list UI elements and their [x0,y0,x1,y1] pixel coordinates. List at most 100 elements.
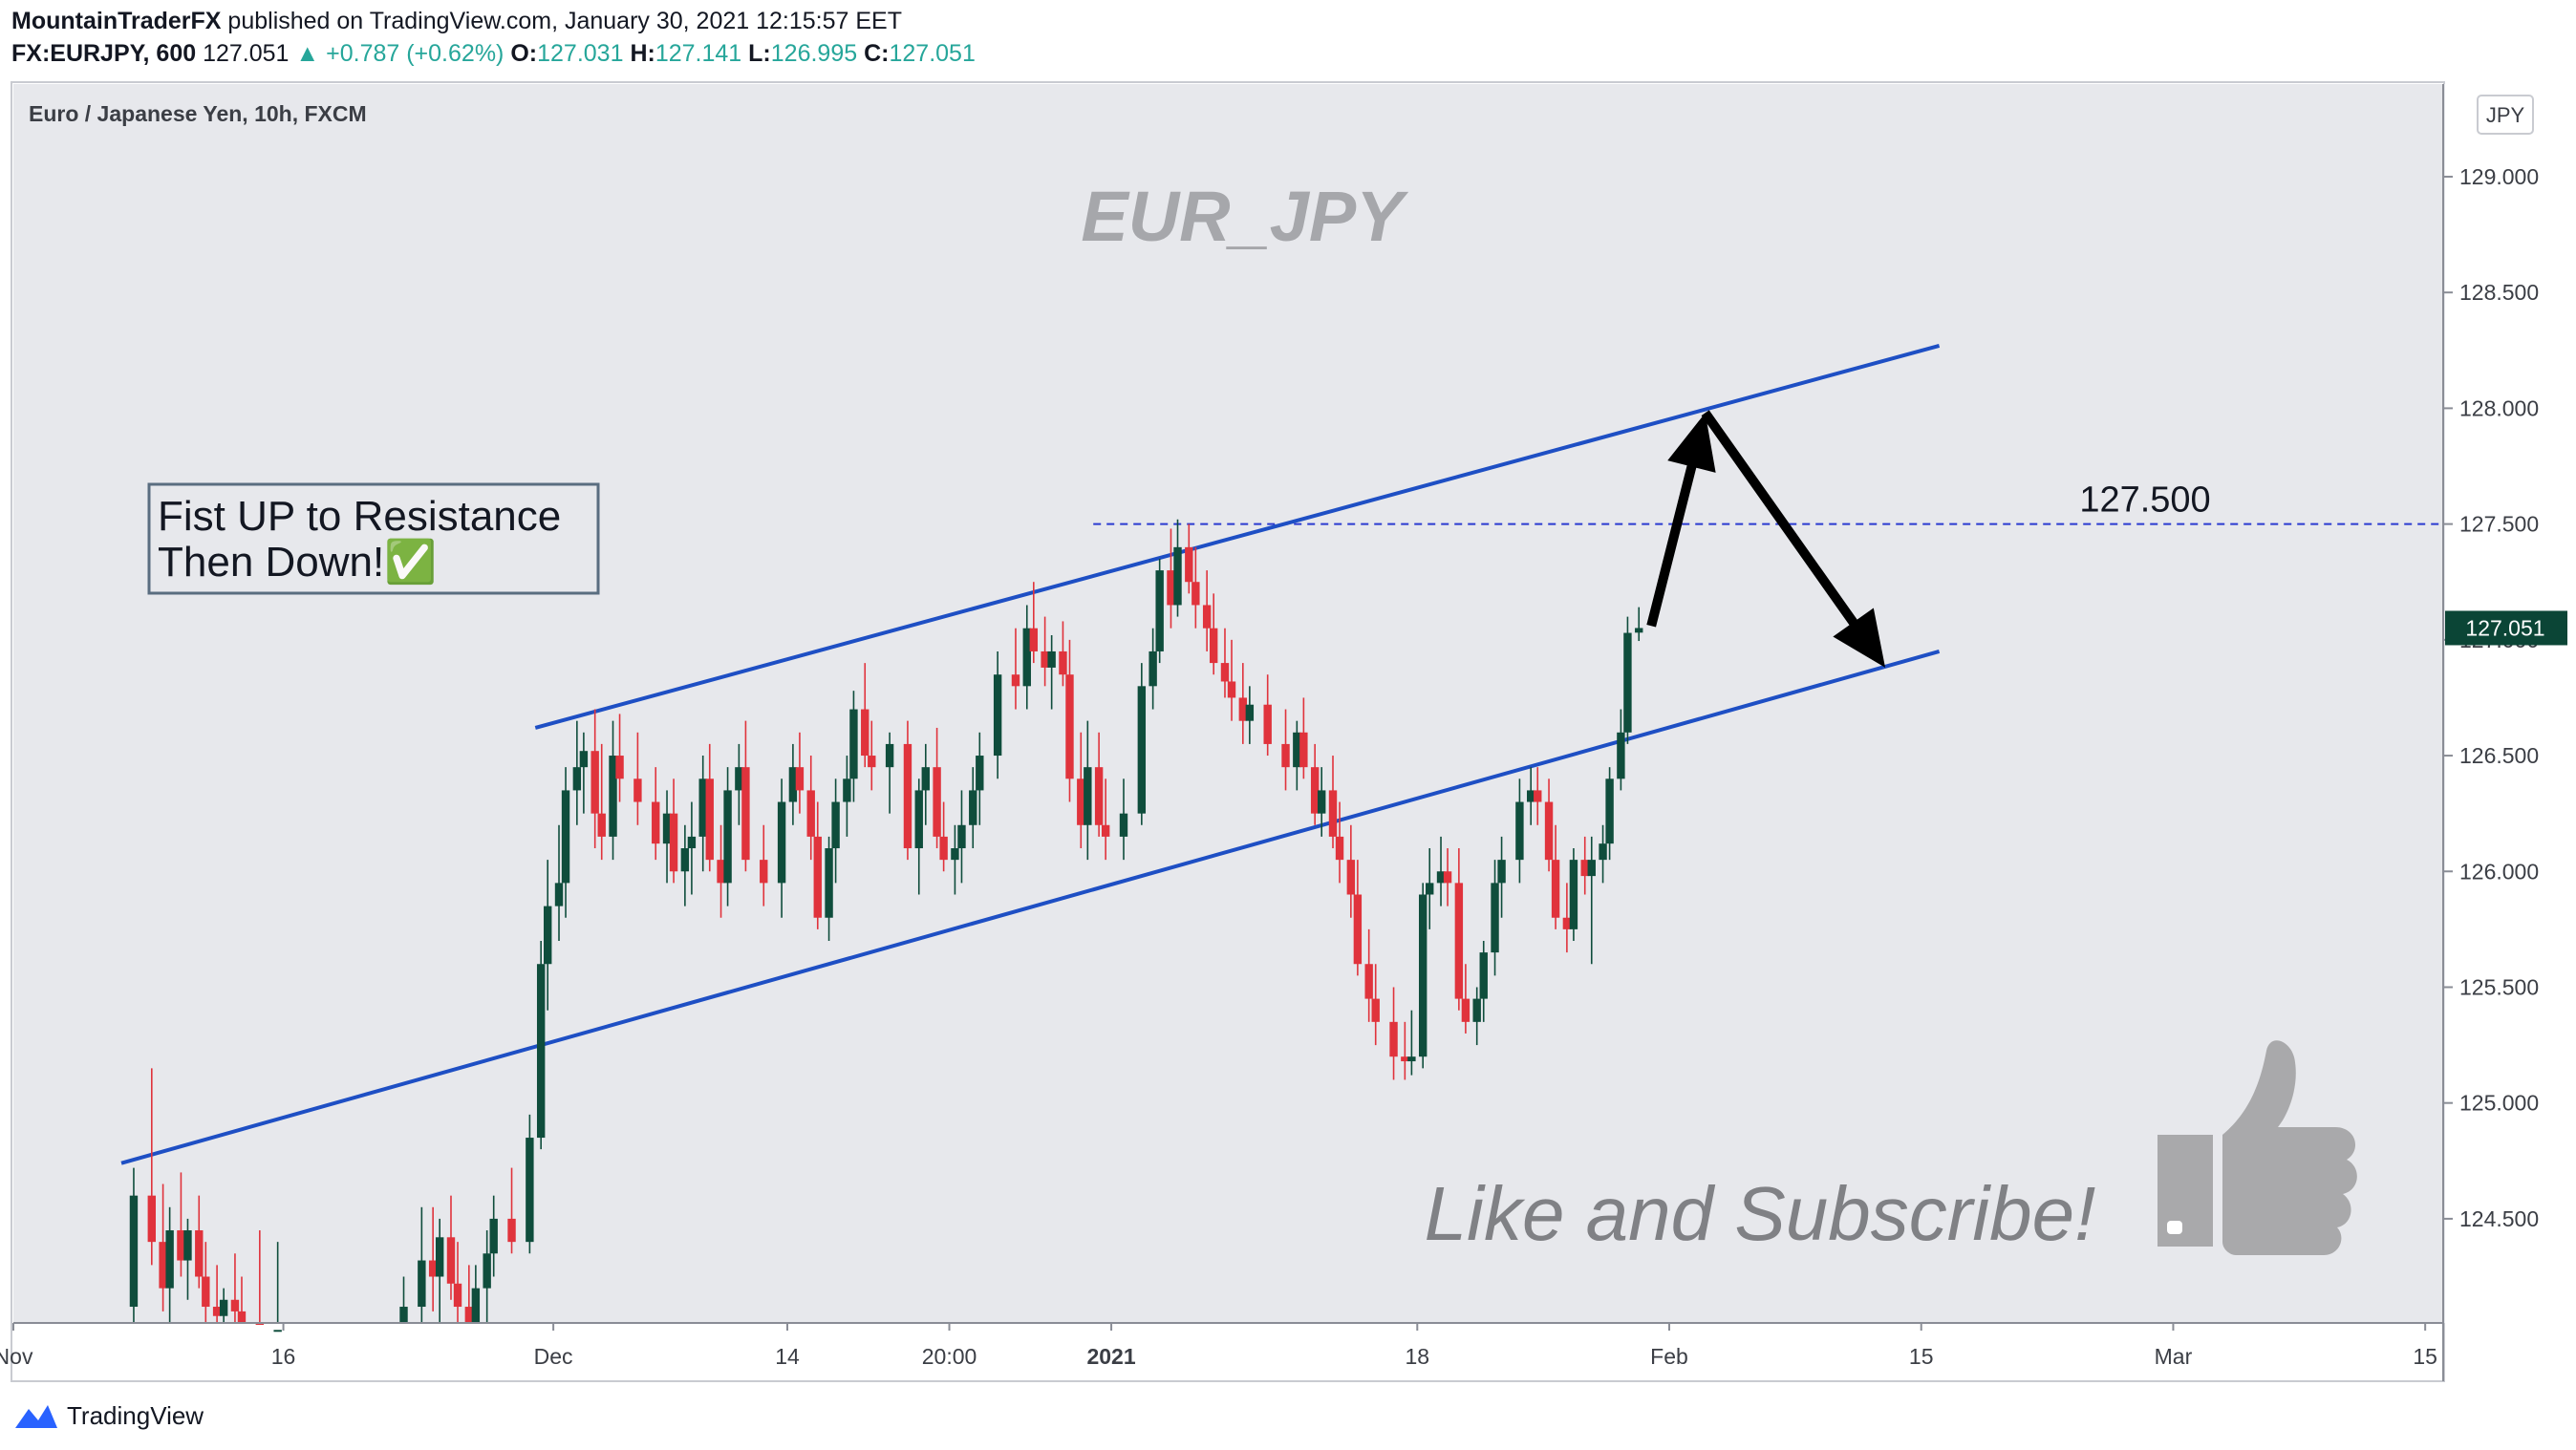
candle-body [1155,570,1164,651]
candle-body [1041,650,1049,668]
time-tick-label: 2021 [1086,1344,1135,1369]
candle-body [831,801,840,849]
candle-body [1454,883,1464,999]
time-tick-label: 15 [2413,1344,2437,1369]
candle-body [1047,650,1056,668]
candle-body [1293,732,1301,768]
publish-header: MountainTraderFX published on TradingVie… [11,8,902,35]
candle-body [1281,743,1290,768]
price-tick-label: 127.500 [2459,512,2539,537]
candle-body [1527,790,1535,802]
candle-body [1364,964,1373,999]
candle-body [1167,570,1175,606]
projection-arrow-up [1646,413,1716,628]
candle-body [1220,663,1230,682]
time-tick-label: Mar [2155,1344,2193,1369]
candle-body [554,883,564,906]
candle-body [1335,836,1344,861]
candle-body [1011,674,1020,687]
candle-body [993,674,1002,757]
projection-arrow-down [1701,410,1886,668]
plot-background [13,84,2445,1323]
candle-body [1346,860,1356,895]
candle-body [806,790,815,837]
candle-body [1310,767,1320,814]
tradingview-logo-icon [15,1405,57,1428]
candle-body [544,906,552,965]
time-tick-label: 15 [1909,1344,1934,1369]
candle-body [1101,824,1110,837]
candle-body [1029,628,1039,651]
currency-badge-box [2477,95,2534,135]
candle-body [1119,813,1128,837]
candle-body [1418,894,1428,1057]
time-tick-label: 16 [271,1344,296,1369]
close-value: 127.051 [889,40,976,67]
candle-body [921,767,930,791]
price-change: +0.787 (+0.62%) [326,40,504,67]
candle-body [976,756,984,791]
candle-body [230,1299,240,1311]
candle-body [698,778,707,837]
like-subscribe-text: Like and Subscribe! [1425,1171,2096,1256]
candle-body [1263,704,1272,744]
candle-body [1497,860,1506,884]
tradingview-brand: TradingView [67,1400,204,1430]
candle-body [129,1195,139,1308]
channel-and-levels: EUR_JPY 127.500 [120,177,2439,1165]
close-label: C: [864,40,890,67]
candle-body [1472,998,1481,1022]
open-value: 127.031 [537,40,624,67]
price-tick-label: 124.500 [2459,1206,2539,1231]
candle-body [1389,1021,1398,1057]
price-tick-label: 126.500 [2459,743,2539,768]
candle-body [843,778,851,802]
candle-body [1227,681,1236,698]
time-tick-label: Dec [534,1344,573,1369]
candle-body [1544,801,1554,861]
candle-body [1599,843,1607,861]
candle-body [1436,871,1446,884]
candle-body [1353,894,1363,965]
candle-body [1407,1056,1416,1062]
author-name[interactable]: MountainTraderFX [11,8,222,34]
low-label: L: [748,40,771,67]
candle-body [1635,628,1643,633]
candle-body [1623,632,1632,733]
time-tick-label: Nov [0,1344,33,1369]
candle-body [453,1283,462,1308]
thumbs-up-icon [2157,1040,2357,1255]
candle-body [1299,732,1308,768]
candle-body [183,1230,192,1261]
candle-body [1137,686,1147,814]
candle-body [615,756,624,779]
candle-body [219,1299,228,1316]
candle-body [969,790,977,825]
time-tick-label: 20:00 [922,1344,977,1369]
currency-badge[interactable]: JPY [2477,95,2534,135]
candle-body [471,1288,481,1323]
candle-body [777,801,786,884]
candle-body [849,709,858,779]
channel-upper-line [534,344,1941,730]
candle-body [1587,860,1596,877]
thumbs-up-cuff [2167,1221,2182,1234]
candle-body [825,848,833,918]
candle-body [147,1195,156,1243]
candle-body [536,964,546,1139]
candle-body [1084,767,1092,825]
tradingview-logo[interactable]: TradingView [13,1397,204,1435]
price-tick-label: 128.000 [2459,395,2539,420]
watermark-text: EUR_JPY [1081,177,1408,256]
candle-body [1191,582,1200,606]
candle-body [572,767,582,791]
candle-body [435,1237,444,1277]
candles [129,519,1643,1333]
candle-body [1318,790,1326,814]
candle-body [1328,790,1338,837]
candle-body [795,767,805,791]
candle-body [1238,697,1248,721]
candle-body [428,1260,438,1277]
channel-lower-line [120,650,1941,1165]
